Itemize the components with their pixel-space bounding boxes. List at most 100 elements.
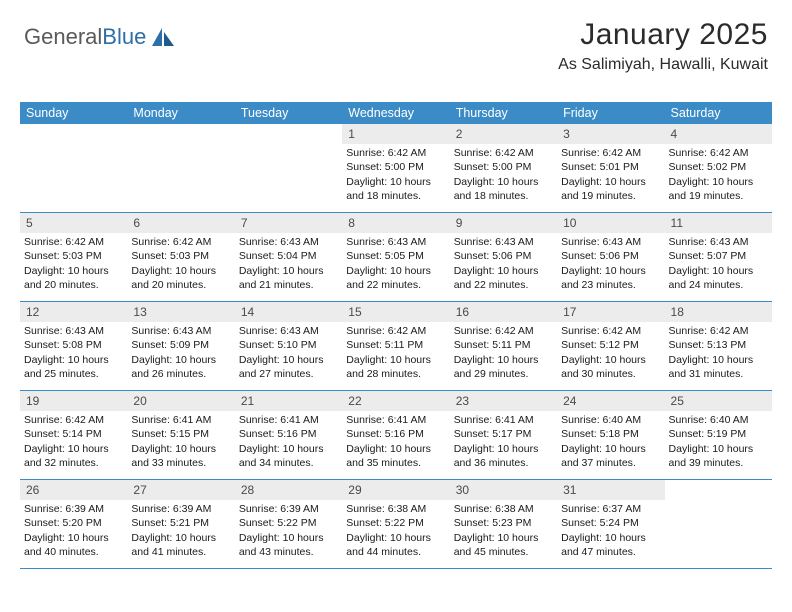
day-body: Sunrise: 6:43 AMSunset: 5:10 PMDaylight:… [235, 322, 342, 385]
calendar-day-cell: 8Sunrise: 6:43 AMSunset: 5:05 PMDaylight… [342, 213, 449, 301]
day-number: 26 [20, 480, 127, 500]
logo-text-blue: Blue [102, 24, 146, 49]
calendar-week-row: 5Sunrise: 6:42 AMSunset: 5:03 PMDaylight… [20, 213, 772, 302]
day-number: 9 [450, 213, 557, 233]
calendar-day-cell: 18Sunrise: 6:42 AMSunset: 5:13 PMDayligh… [665, 302, 772, 390]
calendar-header-cell: Friday [557, 102, 664, 124]
day-body: Sunrise: 6:39 AMSunset: 5:21 PMDaylight:… [127, 500, 234, 563]
day-body: Sunrise: 6:42 AMSunset: 5:01 PMDaylight:… [557, 144, 664, 207]
calendar-day-cell: 5Sunrise: 6:42 AMSunset: 5:03 PMDaylight… [20, 213, 127, 301]
day-body: Sunrise: 6:42 AMSunset: 5:14 PMDaylight:… [20, 411, 127, 474]
day-body: Sunrise: 6:42 AMSunset: 5:13 PMDaylight:… [665, 322, 772, 385]
title-block: January 2025 As Salimiyah, Hawalli, Kuwa… [558, 18, 768, 74]
day-body: Sunrise: 6:41 AMSunset: 5:15 PMDaylight:… [127, 411, 234, 474]
day-number: 28 [235, 480, 342, 500]
day-number: 30 [450, 480, 557, 500]
day-number: 17 [557, 302, 664, 322]
day-number: 21 [235, 391, 342, 411]
calendar-week-row: 12Sunrise: 6:43 AMSunset: 5:08 PMDayligh… [20, 302, 772, 391]
day-body: Sunrise: 6:41 AMSunset: 5:16 PMDaylight:… [342, 411, 449, 474]
day-body: Sunrise: 6:39 AMSunset: 5:20 PMDaylight:… [20, 500, 127, 563]
day-body: Sunrise: 6:40 AMSunset: 5:19 PMDaylight:… [665, 411, 772, 474]
day-number: 15 [342, 302, 449, 322]
day-number: 8 [342, 213, 449, 233]
day-body: Sunrise: 6:42 AMSunset: 5:00 PMDaylight:… [450, 144, 557, 207]
calendar-week-row: 1Sunrise: 6:42 AMSunset: 5:00 PMDaylight… [20, 124, 772, 213]
calendar-day-cell: 1Sunrise: 6:42 AMSunset: 5:00 PMDaylight… [342, 124, 449, 212]
calendar-header-cell: Tuesday [235, 102, 342, 124]
calendar-day-cell: 14Sunrise: 6:43 AMSunset: 5:10 PMDayligh… [235, 302, 342, 390]
day-body: Sunrise: 6:41 AMSunset: 5:16 PMDaylight:… [235, 411, 342, 474]
day-body: Sunrise: 6:42 AMSunset: 5:12 PMDaylight:… [557, 322, 664, 385]
calendar-day-cell: 23Sunrise: 6:41 AMSunset: 5:17 PMDayligh… [450, 391, 557, 479]
calendar-week-row: 26Sunrise: 6:39 AMSunset: 5:20 PMDayligh… [20, 480, 772, 569]
day-number: 19 [20, 391, 127, 411]
day-number: 11 [665, 213, 772, 233]
day-body: Sunrise: 6:43 AMSunset: 5:09 PMDaylight:… [127, 322, 234, 385]
day-body: Sunrise: 6:38 AMSunset: 5:23 PMDaylight:… [450, 500, 557, 563]
day-number: 7 [235, 213, 342, 233]
day-number: 1 [342, 124, 449, 144]
calendar-day-cell: 26Sunrise: 6:39 AMSunset: 5:20 PMDayligh… [20, 480, 127, 568]
day-number: 12 [20, 302, 127, 322]
day-number: 27 [127, 480, 234, 500]
calendar-day-cell: 29Sunrise: 6:38 AMSunset: 5:22 PMDayligh… [342, 480, 449, 568]
day-body: Sunrise: 6:42 AMSunset: 5:03 PMDaylight:… [20, 233, 127, 296]
logo-text-general: General [24, 24, 102, 49]
calendar-grid: SundayMondayTuesdayWednesdayThursdayFrid… [20, 102, 772, 569]
calendar-day-cell: 15Sunrise: 6:42 AMSunset: 5:11 PMDayligh… [342, 302, 449, 390]
calendar-header-cell: Monday [127, 102, 234, 124]
day-body: Sunrise: 6:37 AMSunset: 5:24 PMDaylight:… [557, 500, 664, 563]
calendar-day-cell: 22Sunrise: 6:41 AMSunset: 5:16 PMDayligh… [342, 391, 449, 479]
calendar-day-cell: 24Sunrise: 6:40 AMSunset: 5:18 PMDayligh… [557, 391, 664, 479]
day-number: 2 [450, 124, 557, 144]
calendar-day-cell [127, 124, 234, 212]
day-number: 6 [127, 213, 234, 233]
calendar-day-cell: 20Sunrise: 6:41 AMSunset: 5:15 PMDayligh… [127, 391, 234, 479]
calendar-week-row: 19Sunrise: 6:42 AMSunset: 5:14 PMDayligh… [20, 391, 772, 480]
calendar-day-cell: 2Sunrise: 6:42 AMSunset: 5:00 PMDaylight… [450, 124, 557, 212]
day-number: 22 [342, 391, 449, 411]
sail-icon [150, 26, 176, 48]
day-body: Sunrise: 6:43 AMSunset: 5:07 PMDaylight:… [665, 233, 772, 296]
day-number: 3 [557, 124, 664, 144]
logo-text: GeneralBlue [24, 24, 146, 50]
calendar-day-cell: 12Sunrise: 6:43 AMSunset: 5:08 PMDayligh… [20, 302, 127, 390]
calendar-header-cell: Saturday [665, 102, 772, 124]
calendar-day-cell: 9Sunrise: 6:43 AMSunset: 5:06 PMDaylight… [450, 213, 557, 301]
calendar-day-cell: 27Sunrise: 6:39 AMSunset: 5:21 PMDayligh… [127, 480, 234, 568]
day-body: Sunrise: 6:43 AMSunset: 5:06 PMDaylight:… [557, 233, 664, 296]
calendar-day-cell: 6Sunrise: 6:42 AMSunset: 5:03 PMDaylight… [127, 213, 234, 301]
day-body: Sunrise: 6:42 AMSunset: 5:03 PMDaylight:… [127, 233, 234, 296]
calendar-header-cell: Wednesday [342, 102, 449, 124]
logo: GeneralBlue [24, 24, 176, 50]
calendar-header-row: SundayMondayTuesdayWednesdayThursdayFrid… [20, 102, 772, 124]
day-body: Sunrise: 6:38 AMSunset: 5:22 PMDaylight:… [342, 500, 449, 563]
calendar-day-cell: 13Sunrise: 6:43 AMSunset: 5:09 PMDayligh… [127, 302, 234, 390]
day-body: Sunrise: 6:42 AMSunset: 5:02 PMDaylight:… [665, 144, 772, 207]
calendar-day-cell [235, 124, 342, 212]
day-number: 24 [557, 391, 664, 411]
day-number: 23 [450, 391, 557, 411]
day-number: 4 [665, 124, 772, 144]
calendar-day-cell: 28Sunrise: 6:39 AMSunset: 5:22 PMDayligh… [235, 480, 342, 568]
calendar-day-cell: 19Sunrise: 6:42 AMSunset: 5:14 PMDayligh… [20, 391, 127, 479]
calendar-day-cell: 4Sunrise: 6:42 AMSunset: 5:02 PMDaylight… [665, 124, 772, 212]
calendar-day-cell: 30Sunrise: 6:38 AMSunset: 5:23 PMDayligh… [450, 480, 557, 568]
calendar-day-cell: 11Sunrise: 6:43 AMSunset: 5:07 PMDayligh… [665, 213, 772, 301]
day-number: 10 [557, 213, 664, 233]
calendar-day-cell: 21Sunrise: 6:41 AMSunset: 5:16 PMDayligh… [235, 391, 342, 479]
day-number [127, 124, 234, 128]
calendar-day-cell: 17Sunrise: 6:42 AMSunset: 5:12 PMDayligh… [557, 302, 664, 390]
calendar-day-cell: 25Sunrise: 6:40 AMSunset: 5:19 PMDayligh… [665, 391, 772, 479]
calendar-day-cell: 16Sunrise: 6:42 AMSunset: 5:11 PMDayligh… [450, 302, 557, 390]
day-number: 29 [342, 480, 449, 500]
day-body: Sunrise: 6:43 AMSunset: 5:08 PMDaylight:… [20, 322, 127, 385]
calendar-day-cell [20, 124, 127, 212]
day-body: Sunrise: 6:43 AMSunset: 5:06 PMDaylight:… [450, 233, 557, 296]
day-body: Sunrise: 6:43 AMSunset: 5:04 PMDaylight:… [235, 233, 342, 296]
day-body: Sunrise: 6:42 AMSunset: 5:11 PMDaylight:… [342, 322, 449, 385]
day-body: Sunrise: 6:41 AMSunset: 5:17 PMDaylight:… [450, 411, 557, 474]
day-body: Sunrise: 6:42 AMSunset: 5:00 PMDaylight:… [342, 144, 449, 207]
day-number [235, 124, 342, 128]
